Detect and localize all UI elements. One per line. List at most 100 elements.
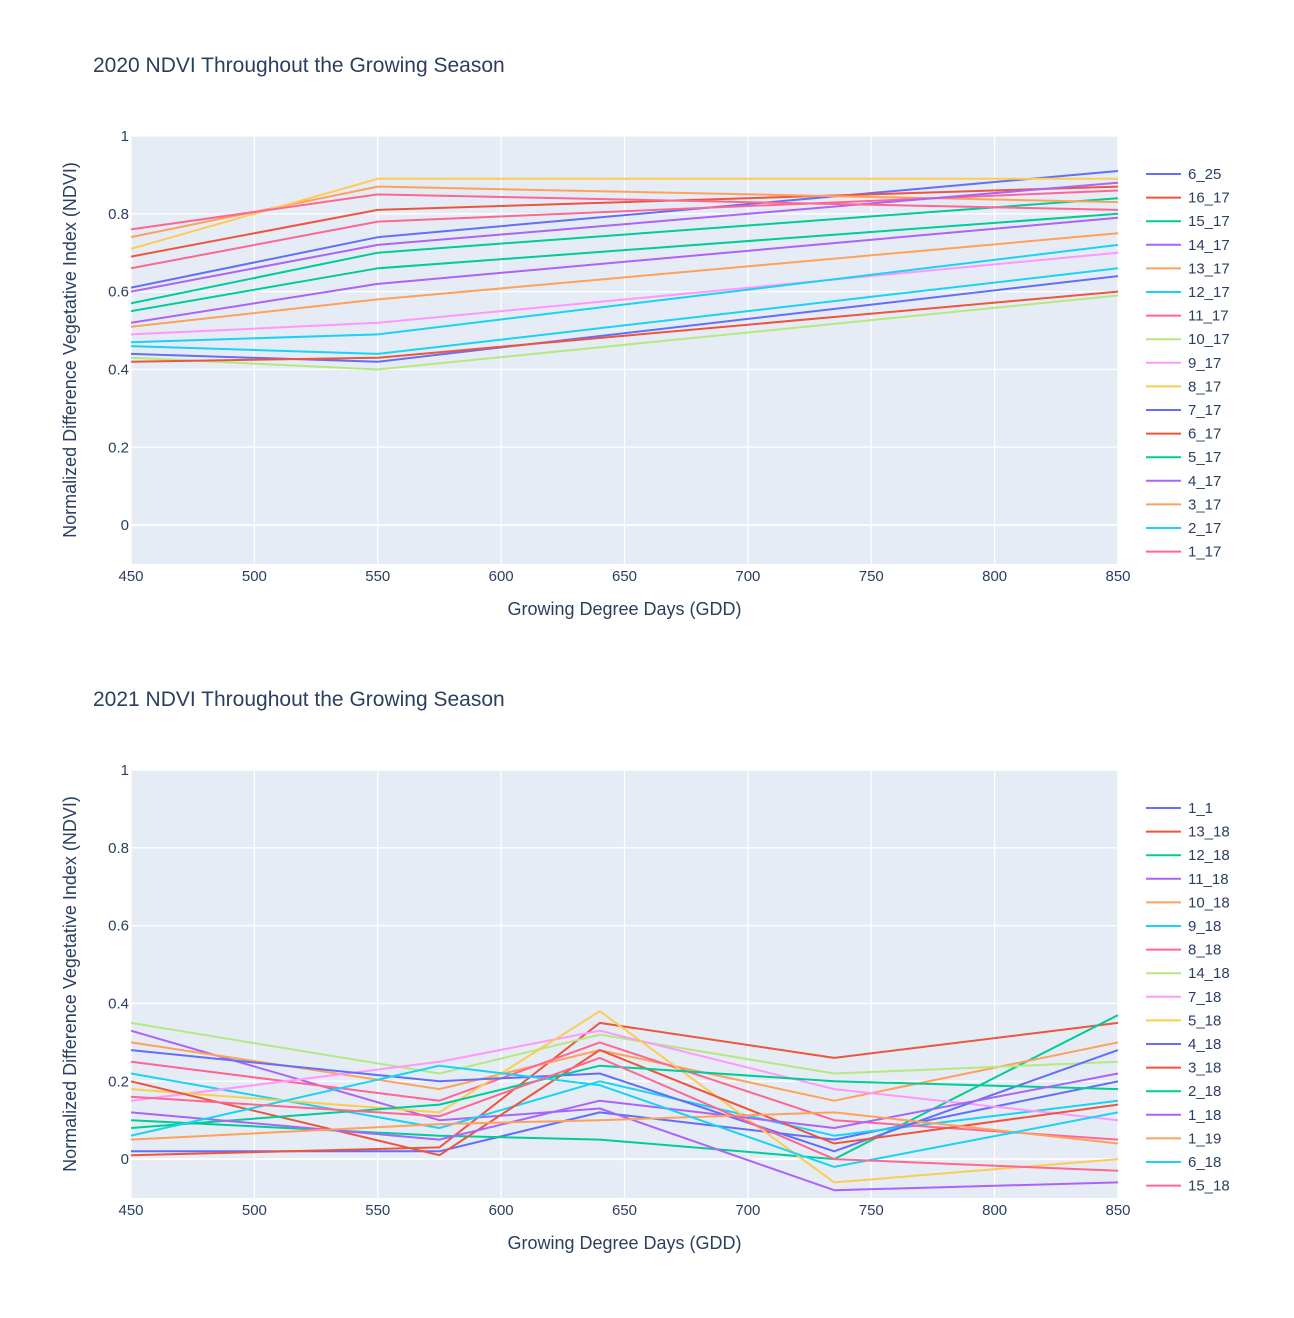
chart-2020: 2020 NDVI Throughout the Growing Season … (0, 0, 1294, 640)
legend-label: 1_1 (1188, 800, 1213, 817)
legend-label: 14_18 (1188, 965, 1230, 982)
series-line-14_17[interactable] (131, 216, 1118, 324)
legend-label: 1_19 (1188, 1130, 1221, 1147)
series-lines (131, 1010, 1118, 1192)
y-tick-label: 1 (121, 762, 129, 779)
legend-item-10_18[interactable]: 10_18 (1146, 894, 1230, 911)
legend-item-1_17[interactable]: 1_17 (1146, 544, 1221, 561)
legend-item-10_17[interactable]: 10_17 (1146, 331, 1230, 348)
series-line-11_18[interactable] (131, 1029, 1118, 1192)
series-line-10_17[interactable] (131, 294, 1118, 371)
legend-label: 5_18 (1188, 1012, 1221, 1029)
legend-label: 9_17 (1188, 355, 1221, 372)
series-line-13_18[interactable] (131, 1021, 1118, 1157)
x-tick-label: 500 (242, 568, 267, 585)
legend-item-6_18[interactable]: 6_18 (1146, 1154, 1221, 1171)
legend-item-16_17[interactable]: 16_17 (1146, 190, 1230, 207)
series-line-1_1[interactable] (131, 1080, 1118, 1153)
legend-item-2_17[interactable]: 2_17 (1146, 520, 1221, 537)
series-line-8_18[interactable] (131, 1041, 1118, 1141)
legend-item-2_18[interactable]: 2_18 (1146, 1083, 1221, 1100)
legend-label: 15_18 (1188, 1178, 1230, 1195)
y-tick-label: 0.6 (108, 918, 129, 935)
legend-label: 4_18 (1188, 1036, 1221, 1053)
legend-label: 11_17 (1188, 308, 1229, 325)
legend-item-5_17[interactable]: 5_17 (1146, 449, 1221, 466)
series-line-5_17[interactable] (131, 212, 1118, 313)
series-line-9_17[interactable] (131, 251, 1118, 336)
series-line-1_18[interactable] (131, 1072, 1118, 1141)
x-tick-label: 600 (489, 568, 514, 585)
series-line-1_17[interactable] (131, 193, 1118, 231)
legend-item-7_17[interactable]: 7_17 (1146, 402, 1221, 419)
legend-item-13_17[interactable]: 13_17 (1146, 260, 1230, 277)
y-tick-label: 0.4 (108, 361, 129, 378)
legend-item-7_18[interactable]: 7_18 (1146, 989, 1221, 1006)
legend-label: 7_18 (1188, 989, 1221, 1006)
chart-2021: 2021 NDVI Throughout the Growing Season … (0, 634, 1294, 1274)
legend-item-15_18[interactable]: 15_18 (1146, 1178, 1230, 1195)
series-line-14_18[interactable] (131, 1021, 1118, 1075)
legend-item-12_17[interactable]: 12_17 (1146, 284, 1230, 301)
series-line-15_18[interactable] (131, 1056, 1118, 1172)
series-line-3_17[interactable] (131, 232, 1118, 328)
legend-label: 9_18 (1188, 918, 1221, 935)
y-tick-label: 0.2 (108, 1073, 129, 1090)
legend-label: 4_17 (1188, 473, 1221, 490)
series-line-4_17[interactable] (131, 181, 1118, 293)
x-axis-title: Growing Degree Days (GDD) (507, 599, 741, 619)
series-line-7_17[interactable] (131, 275, 1118, 363)
series-line-6_25[interactable] (131, 170, 1118, 289)
y-axis-title: Normalized Difference Vegetative Index (… (60, 796, 80, 1172)
legend-label: 12_17 (1188, 284, 1230, 301)
x-tick-label: 550 (365, 568, 390, 585)
legend-item-1_1[interactable]: 1_1 (1146, 800, 1213, 817)
series-line-16_17[interactable] (131, 185, 1118, 258)
series-line-11_17[interactable] (131, 189, 1118, 270)
series-line-15_17[interactable] (131, 197, 1118, 305)
legend-item-8_18[interactable]: 8_18 (1146, 942, 1221, 959)
legend-item-5_18[interactable]: 5_18 (1146, 1012, 1221, 1029)
legend-item-6_17[interactable]: 6_17 (1146, 426, 1221, 443)
legend-item-1_18[interactable]: 1_18 (1146, 1107, 1221, 1124)
x-tick-label: 800 (982, 568, 1007, 585)
series-line-2_18[interactable] (131, 1064, 1118, 1129)
series-line-5_18[interactable] (131, 1010, 1118, 1184)
legend-item-9_17[interactable]: 9_17 (1146, 355, 1221, 372)
legend-item-4_17[interactable]: 4_17 (1146, 473, 1221, 490)
legend-item-14_18[interactable]: 14_18 (1146, 965, 1230, 982)
legend-item-4_18[interactable]: 4_18 (1146, 1036, 1221, 1053)
series-line-6_17[interactable] (131, 290, 1118, 363)
series-line-13_17[interactable] (131, 185, 1118, 239)
x-tick-label: 700 (735, 1202, 760, 1219)
legend-item-3_18[interactable]: 3_18 (1146, 1060, 1221, 1077)
series-line-2_17[interactable] (131, 243, 1118, 344)
legend-item-3_17[interactable]: 3_17 (1146, 496, 1221, 513)
legend-item-14_17[interactable]: 14_17 (1146, 237, 1230, 254)
legend-item-11_18[interactable]: 11_18 (1146, 871, 1229, 888)
legend-item-1_19[interactable]: 1_19 (1146, 1130, 1221, 1147)
y-axis-title: Normalized Difference Vegetative Index (… (60, 162, 80, 538)
series-line-4_18[interactable] (131, 1049, 1118, 1153)
legend-item-15_17[interactable]: 15_17 (1146, 213, 1230, 230)
series-line-1_19[interactable] (131, 1111, 1118, 1145)
chart-2021-plot: 450 500 550 600 650 700 750 800 850 0 0.2 0.4 0.6 0.8… (60, 762, 1230, 1253)
series-line-6_18[interactable] (131, 1064, 1118, 1168)
legend-item-13_18[interactable]: 13_18 (1146, 824, 1230, 841)
legend-item-8_17[interactable]: 8_17 (1146, 378, 1221, 395)
x-tick-label: 850 (1105, 568, 1130, 585)
legend-item-6_25[interactable]: 6_25 (1146, 166, 1221, 183)
x-axis-title: Growing Degree Days (GDD) (507, 1233, 741, 1253)
y-tick-label: 0 (121, 517, 129, 534)
legend-label: 10_18 (1188, 894, 1230, 911)
legend-item-11_17[interactable]: 11_17 (1146, 308, 1229, 325)
legend-label: 3_17 (1188, 496, 1221, 513)
legend-label: 2_17 (1188, 520, 1221, 537)
x-tick-label: 450 (118, 568, 143, 585)
chart-2020-plot: 450 500 550 600 650 700 750 800 850 0 0.2 0.4 0.6 0.8… (60, 128, 1230, 619)
series-line-8_17[interactable] (131, 177, 1118, 250)
series-line-7_18[interactable] (131, 1029, 1118, 1122)
legend-item-12_18[interactable]: 12_18 (1146, 847, 1230, 864)
legend-item-9_18[interactable]: 9_18 (1146, 918, 1221, 935)
series-line-12_17[interactable] (131, 267, 1118, 355)
